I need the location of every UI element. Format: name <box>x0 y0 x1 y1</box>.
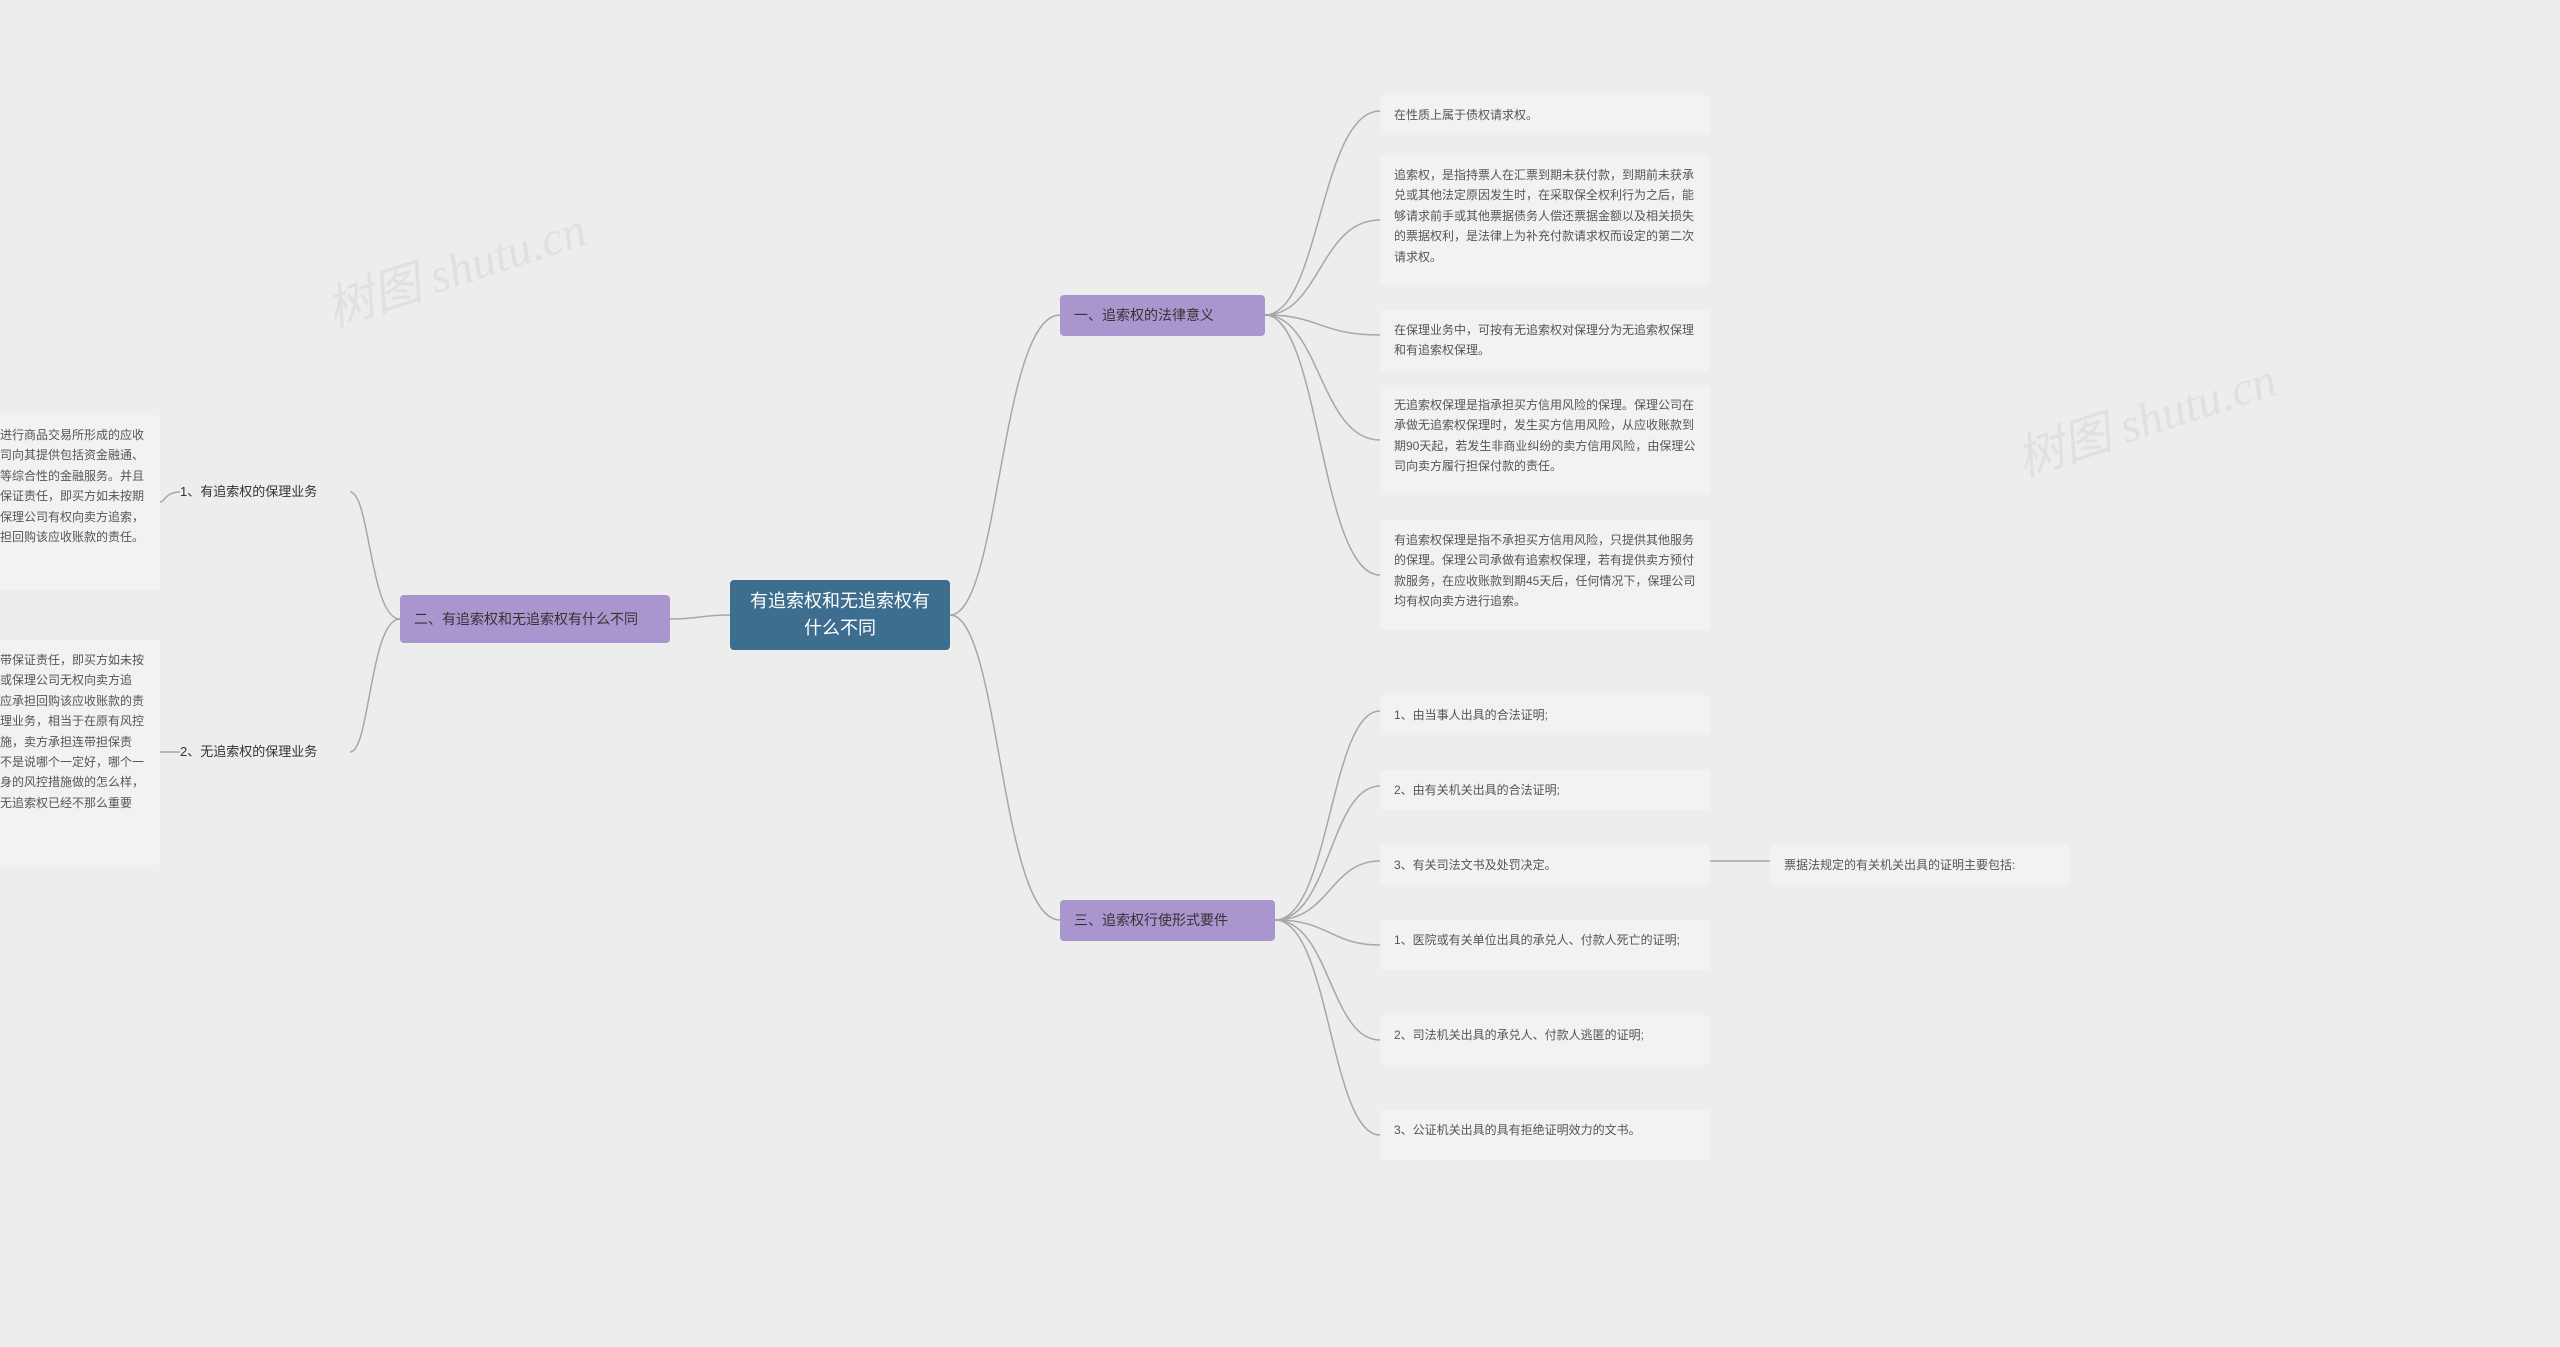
leaf-node-b1-3: 在保理业务中，可按有无追索权对保理分为无追索权保理和有追索权保理。 <box>1380 310 1710 371</box>
leaf-node-b3-5: 2、司法机关出具的承兑人、付款人逃匿的证明; <box>1380 1015 1710 1065</box>
watermark-1: 树图 shutu.cn <box>316 190 594 340</box>
leaf-node-b3-6: 3、公证机关出具的具有拒绝证明效力的文书。 <box>1380 1110 1710 1160</box>
sub-label-b2-2[interactable]: 2、无追索权的保理业务 <box>180 740 350 764</box>
leaf-node-b3-4: 1、医院或有关单位出具的承兑人、付款人死亡的证明; <box>1380 920 1710 970</box>
leaf-node-b3-2: 2、由有关机关出具的合法证明; <box>1380 770 1710 810</box>
connector-6 <box>1265 315 1380 440</box>
connector-3 <box>1265 111 1380 315</box>
connector-11 <box>1275 920 1380 945</box>
branch-node-3[interactable]: 三、追索权行使形式要件 <box>1060 900 1275 941</box>
branch-node-2[interactable]: 二、有追索权和无追索权有什么不同 <box>400 595 670 643</box>
leaf-node-b1-1: 在性质上属于债权请求权。 <box>1380 95 1710 135</box>
leaf-node-b3-3: 3、有关司法文书及处罚决定。 <box>1380 845 1710 885</box>
connector-13 <box>1275 920 1380 1135</box>
connector-10 <box>1275 861 1380 920</box>
connector-0 <box>950 315 1060 615</box>
connector-17 <box>160 492 180 502</box>
watermark-2: 树图 shutu.cn <box>2006 340 2284 490</box>
connector-2 <box>670 615 730 619</box>
connector-16 <box>350 619 400 752</box>
connector-layer <box>0 0 2560 1347</box>
branch-node-1[interactable]: 一、追索权的法律意义 <box>1060 295 1265 336</box>
connector-7 <box>1265 315 1380 575</box>
mindmap-canvas: 有追索权和无追索权有什么不同 一、追索权的法律意义 在性质上属于债权请求权。追索权… <box>0 0 2560 1347</box>
root-node[interactable]: 有追索权和无追索权有什么不同 <box>730 580 950 650</box>
leaf-node-b1-2: 追索权，是指持票人在汇票到期未获付款，到期前未获承兑或其他法定原因发生时，在采取… <box>1380 155 1710 285</box>
leaf-node-b3-1: 1、由当事人出具的合法证明; <box>1380 695 1710 735</box>
leaf-node-b1-4: 无追索权保理是指承担买方信用风险的保理。保理公司在承做无追索权保理时，发生买方信… <box>1380 385 1710 495</box>
leaf-node-b2-sub1: 指卖方将在国内采用赊销方式进行商品交易所形成的应收账款债权转让，银行或保理公司向… <box>0 415 160 590</box>
connector-5 <box>1265 315 1380 335</box>
connector-15 <box>350 492 400 619</box>
sub-label-b2-1[interactable]: 1、有追索权的保理业务 <box>180 480 350 504</box>
connector-4 <box>1265 220 1380 315</box>
connector-9 <box>1275 786 1380 920</box>
connector-8 <box>1275 711 1380 920</box>
connector-1 <box>950 615 1060 920</box>
leaf-child-b3-3: 票据法规定的有关机关出具的证明主要包括: <box>1770 845 2070 885</box>
leaf-node-b2-sub2: 卖方对买方到期付款不承担连带保证责任，即买方如未按期向本行支付应收账款，银行或保… <box>0 640 160 865</box>
leaf-node-b1-5: 有追索权保理是指不承担买方信用风险，只提供其他服务的保理。保理公司承做有追索权保… <box>1380 520 1710 630</box>
connector-12 <box>1275 920 1380 1040</box>
